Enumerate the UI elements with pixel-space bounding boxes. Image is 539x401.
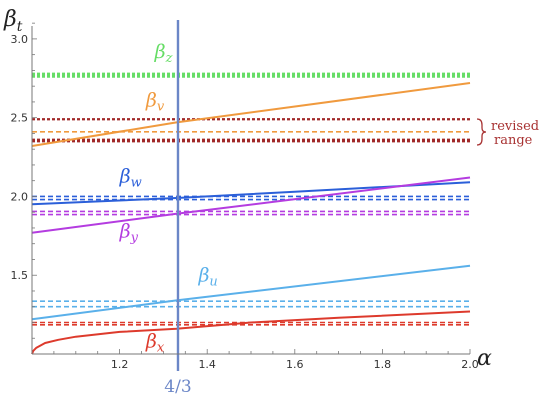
x-tick-label: 1.6 [286,358,304,371]
series-label-w: βw [119,165,142,190]
series-label-x: βx [145,331,165,356]
series-label-v: βv [145,90,165,115]
y-tick-label: 3.0 [11,33,29,46]
y-axis-title-sub: t [17,19,23,35]
series-label-z: βz [154,41,173,66]
y-tick-label: 2.5 [11,112,29,125]
range-brace [476,118,487,146]
x-tick-label: 1.8 [374,358,392,371]
series-line-u [31,264,471,321]
series-line-x [31,310,471,355]
x-tick-label: 2.0 [461,358,479,371]
series-line-w [31,181,471,206]
x-axis-title: α [477,346,492,371]
y-axis-title: βt [3,7,23,35]
y-axis-title-main: β [3,7,17,32]
y-tick-label: 1.5 [11,269,29,282]
series-line-y [31,176,471,234]
y-tick-label: 2.0 [11,190,29,203]
annotation-revised: revised [491,119,539,134]
annotation-range: range [494,133,533,148]
x-tick-label: 1.4 [198,358,216,371]
vertical-marker-label: 4/3 [164,377,191,397]
series-label-y: βy [119,220,139,245]
series-label-u: βu [197,265,217,290]
series-line-v [31,82,471,147]
x-tick-label: 1.2 [111,358,129,371]
